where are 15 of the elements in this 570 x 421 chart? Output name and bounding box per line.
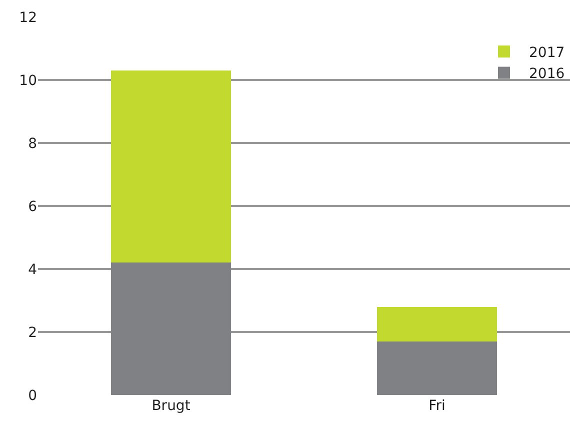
x-tick-label: Fri xyxy=(428,398,446,414)
legend-label: 2016 xyxy=(529,66,565,82)
y-tick-label: 8 xyxy=(28,136,37,152)
y-tick-label: 6 xyxy=(28,198,38,215)
bar xyxy=(111,262,231,395)
y-tick-label: 12 xyxy=(19,10,37,26)
y-tick-label: 10 xyxy=(19,72,37,89)
bar xyxy=(377,341,497,395)
x-tick-label: Brugt xyxy=(152,398,191,414)
legend-label: 2017 xyxy=(529,44,565,61)
y-tick-label: 2 xyxy=(28,324,37,341)
bar xyxy=(111,70,231,263)
bar xyxy=(377,306,497,342)
y-tick-label: 0 xyxy=(28,388,37,404)
y-tick-label: 4 xyxy=(28,262,38,278)
